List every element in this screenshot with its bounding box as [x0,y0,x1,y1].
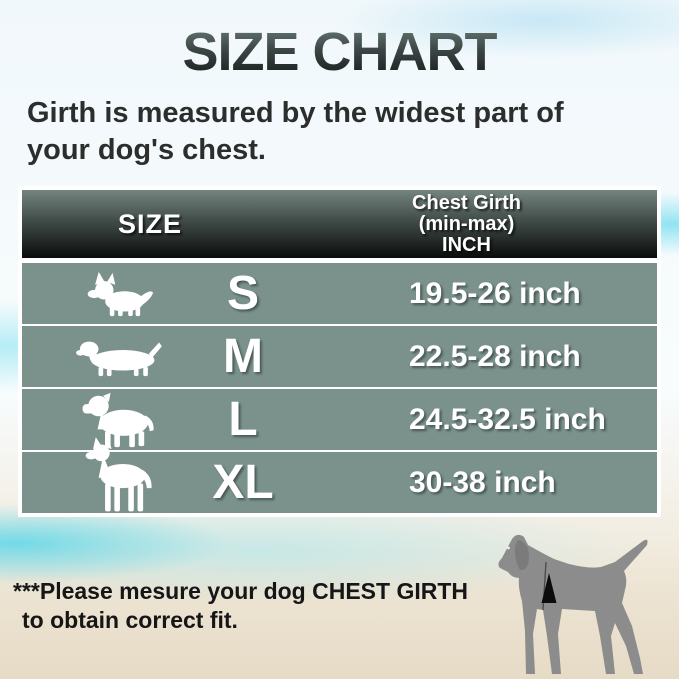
subtitle-line-1: Girth is measured by the widest part of [27,97,564,129]
column-header-girth-line1: Chest Girth [412,191,521,214]
table-row-size-s: S 19.5-26 inch [22,263,657,324]
girth-value: 22.5-28 inch [409,339,581,373]
page-title: SIZE CHART [0,24,679,81]
size-label: L [228,393,258,446]
subtitle: Girth is measured by the widest part of … [27,95,657,169]
column-header-girth-line2: (min-max) [418,212,515,235]
column-header-size: SIZE [117,208,182,239]
table-row-size-l: L 24.5-32.5 inch [22,389,657,450]
size-label: S [226,267,259,320]
table-row-size-xl: XL 30-38 inch [22,437,657,513]
dachshund-icon [76,341,162,377]
measurement-note-line1: ***Please mesure your dog CHEST GIRTH [13,578,469,604]
dog-girth-measurement-illustration [498,534,648,674]
size-label: M [223,330,263,383]
column-header-girth: Chest Girth (min-max) INCH [308,191,657,256]
girth-value: 19.5-26 inch [409,276,581,310]
chihuahua-icon [87,271,154,316]
table-header-row: SIZE Chest Girth (min-max) INCH [22,190,657,258]
table-row-size-m: M 22.5-28 inch [22,326,657,387]
size-label: XL [212,456,274,509]
column-header-girth-line3: INCH [442,233,491,256]
great-dane-icon [85,437,152,512]
measurement-note-line2: to obtain correct fit. [22,607,238,633]
girth-value: 24.5-32.5 inch [409,402,606,436]
subtitle-line-2: your dog's chest. [27,134,266,166]
size-table: SIZE Chest Girth (min-max) INCH [18,186,661,517]
mastiff-icon [82,392,154,447]
girth-value: 30-38 inch [409,465,556,499]
measurement-note: ***Please mesure your dog CHEST GIRTH to… [13,577,468,635]
